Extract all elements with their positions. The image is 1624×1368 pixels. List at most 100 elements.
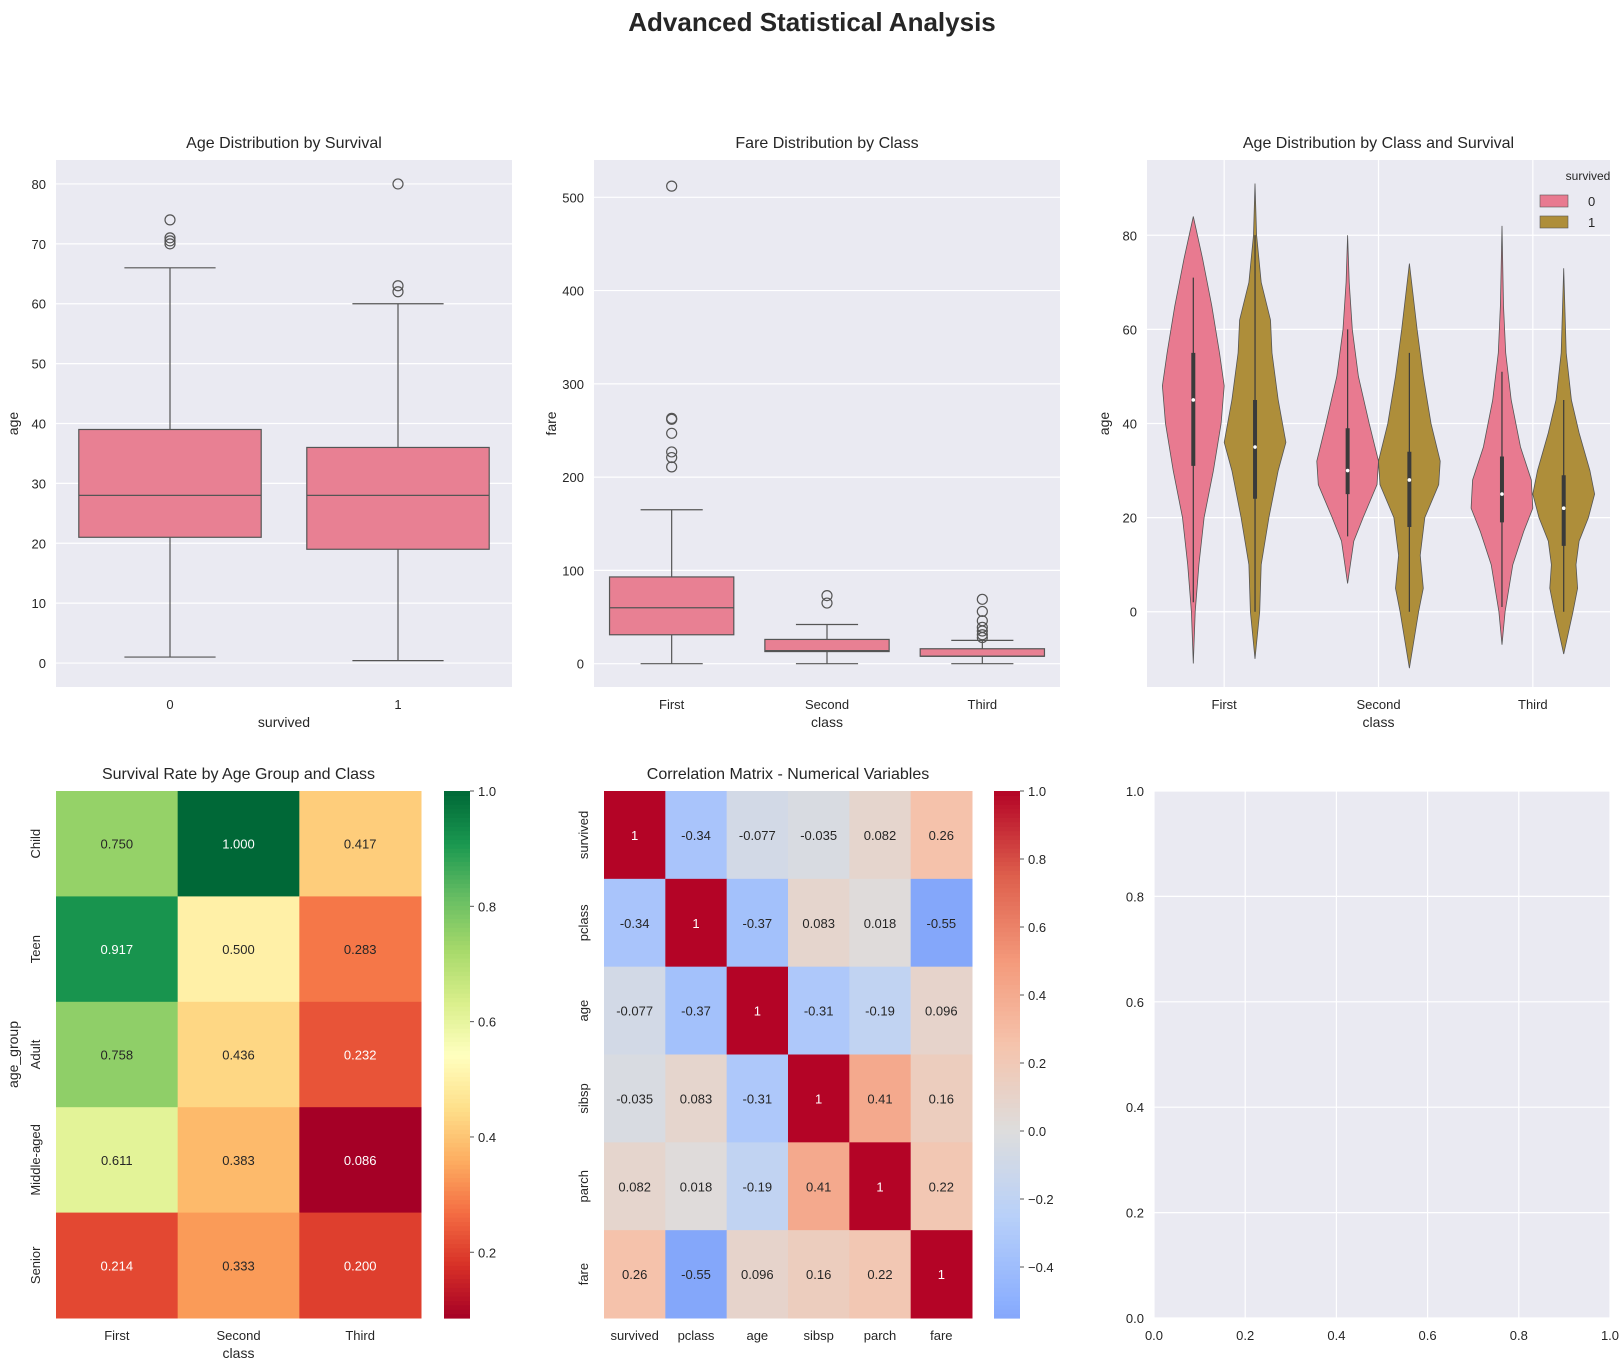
colorbar-segment	[994, 1098, 1020, 1104]
colorbar-segment	[994, 1001, 1020, 1007]
colorbar-segment	[994, 940, 1020, 946]
y-tick-label: sibsp	[576, 1083, 591, 1113]
y-tick-label: Teen	[28, 935, 43, 963]
violin-First-survived-0	[1161, 216, 1225, 664]
x-tick-label: 0.6	[1419, 1328, 1437, 1343]
outlier-point	[666, 461, 678, 473]
colorbar-segment	[444, 1212, 470, 1218]
colorbar-segment	[994, 1177, 1020, 1183]
cell-value-label: 0.214	[101, 1258, 134, 1273]
figure-title: Advanced Statistical Analysis	[628, 7, 996, 37]
colorbar-segment	[994, 848, 1020, 854]
heatmap-cell	[910, 1230, 973, 1319]
colorbar-segment	[444, 909, 470, 915]
colorbar-segment	[994, 1247, 1020, 1253]
colorbar-segment	[444, 1300, 470, 1306]
heatmap-cell	[726, 966, 789, 1055]
colorbar-segment	[444, 975, 470, 981]
colorbar-segment	[444, 1256, 470, 1262]
colorbar-tick-label: −0.4	[1028, 1260, 1054, 1275]
colorbar-segment	[444, 1190, 470, 1196]
colorbar-segment	[994, 1243, 1020, 1249]
colorbar-segment	[444, 979, 470, 985]
colorbar-segment	[994, 1212, 1020, 1218]
outlier-point	[666, 180, 678, 192]
outlier-point	[821, 589, 833, 602]
colorbar-segment	[444, 944, 470, 950]
y-tick-label: 50	[32, 357, 46, 372]
colorbar-segment	[994, 993, 1020, 999]
colorbar-segment	[444, 1102, 470, 1108]
y-axis-label: age	[1096, 412, 1112, 436]
colorbar-segment	[444, 1269, 470, 1275]
colorbar-segment	[994, 1274, 1020, 1280]
cell-value-label: -0.34	[620, 916, 650, 931]
colorbar-segment	[994, 1129, 1020, 1135]
cell-value-label: 0.16	[806, 1267, 831, 1282]
heatmap-cell	[788, 966, 850, 1055]
colorbar-segment	[444, 918, 470, 924]
colorbar: 0.2 0.4 0.6 0.8 1.0	[444, 784, 496, 1319]
subplot-2: Fare Distribution by Class 0 100 200 300 400 5…	[543, 135, 1060, 730]
colorbar-segment	[994, 1041, 1020, 1047]
colorbar-segment	[444, 927, 470, 933]
outlier-point	[164, 214, 176, 226]
colorbar-segment	[444, 826, 470, 832]
heatmap-cell	[56, 791, 179, 897]
colorbar-segment	[994, 1199, 1020, 1205]
cell-value-label: 0.16	[929, 1091, 954, 1106]
heatmap-cell	[604, 966, 666, 1055]
colorbar-segment	[444, 1010, 470, 1016]
colorbar-segment	[994, 1278, 1020, 1284]
colorbar-segment	[444, 1032, 470, 1038]
colorbar-segment	[444, 1265, 470, 1271]
colorbar-segment	[444, 887, 470, 893]
y-tick-label: 60	[32, 297, 46, 312]
outlier-point	[976, 621, 988, 633]
heatmap-cell	[299, 791, 422, 897]
subplot-title: Survival Rate by Age Group and Class	[102, 766, 375, 783]
y-tick-label: age	[576, 1000, 591, 1022]
colorbar-segment	[994, 1216, 1020, 1222]
colorbar-segment	[994, 1054, 1020, 1060]
y-tick-label: 400	[562, 284, 584, 299]
colorbar-segment	[994, 878, 1020, 884]
colorbar-segment	[444, 1208, 470, 1214]
subplot-title: Age Distribution by Survival	[186, 135, 382, 152]
colorbar-segment	[994, 1115, 1020, 1121]
colorbar-segment	[994, 1089, 1020, 1095]
colorbar-segment	[994, 931, 1020, 937]
colorbar-segment	[994, 1067, 1020, 1073]
colorbar-segment	[994, 1111, 1020, 1117]
heatmap-cell	[726, 1230, 789, 1319]
colorbar-segment	[444, 1089, 470, 1095]
colorbar-segment	[444, 791, 470, 796]
heatmap-cell	[849, 878, 912, 968]
colorbar-segment	[444, 1054, 470, 1060]
colorbar-segment	[994, 1142, 1020, 1148]
colorbar-segment	[444, 861, 470, 867]
colorbar-segment	[994, 808, 1020, 814]
plot-area	[1154, 791, 1610, 1318]
heatmap-cell	[604, 1054, 666, 1143]
heatmap-cell	[849, 1142, 912, 1231]
colorbar-segment	[994, 944, 1020, 950]
cell-value-label: 0.500	[222, 942, 255, 957]
colorbar-segment	[444, 1067, 470, 1073]
x-tick-label: First	[659, 697, 685, 712]
cell-value-label: 0.22	[867, 1267, 892, 1282]
colorbar-segment	[994, 1234, 1020, 1240]
heatmap-cell	[665, 1142, 728, 1231]
colorbar-segment	[994, 962, 1020, 968]
heatmap-cell	[726, 1054, 789, 1143]
colorbar-segment	[994, 971, 1020, 977]
colorbar-segment	[994, 1036, 1020, 1042]
colorbar-segment	[444, 1137, 470, 1143]
colorbar-segment	[444, 1045, 470, 1051]
cell-value-label: 1	[876, 1179, 883, 1194]
x-tick-label: fare	[930, 1328, 952, 1343]
outlier-point	[666, 451, 678, 464]
colorbar-segment	[994, 830, 1020, 836]
cell-value-label: 0.22	[929, 1179, 954, 1194]
colorbar-segment	[994, 795, 1020, 801]
